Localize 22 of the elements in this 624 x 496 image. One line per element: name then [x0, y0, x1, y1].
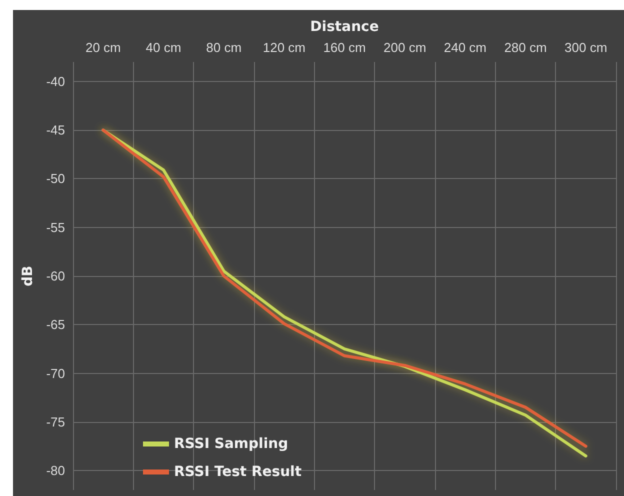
x-tick-label: 120 cm: [262, 40, 306, 55]
y-tick-label: -75: [46, 414, 65, 430]
y-axis-title: dB: [20, 266, 36, 286]
legend-label: RSSI Sampling: [174, 436, 288, 452]
x-tick-label: 200 cm: [384, 40, 426, 55]
legend-label: RSSI Test Result: [174, 464, 302, 480]
y-tick-label: -70: [46, 366, 65, 381]
y-tick-label: -60: [46, 268, 65, 284]
y-tick-label: -40: [46, 74, 65, 89]
x-tick-label: 280 cm: [504, 40, 547, 55]
y-tick-label: -65: [46, 317, 65, 332]
y-tick-label: -50: [46, 171, 65, 186]
y-tick-label: -80: [46, 463, 65, 478]
x-tick-label: 20 cm: [85, 40, 121, 55]
x-tick-label: 240 cm: [444, 40, 486, 55]
x-tick-label: 40 cm: [146, 40, 182, 55]
x-tick-label: 160 cm: [323, 40, 366, 55]
x-tick-label: 300 cm: [564, 40, 608, 55]
x-tick-label: 80 cm: [206, 40, 242, 55]
x-axis-title: Distance: [310, 19, 379, 35]
y-tick-label: -45: [46, 122, 65, 138]
y-tick-label: -55: [46, 220, 65, 235]
